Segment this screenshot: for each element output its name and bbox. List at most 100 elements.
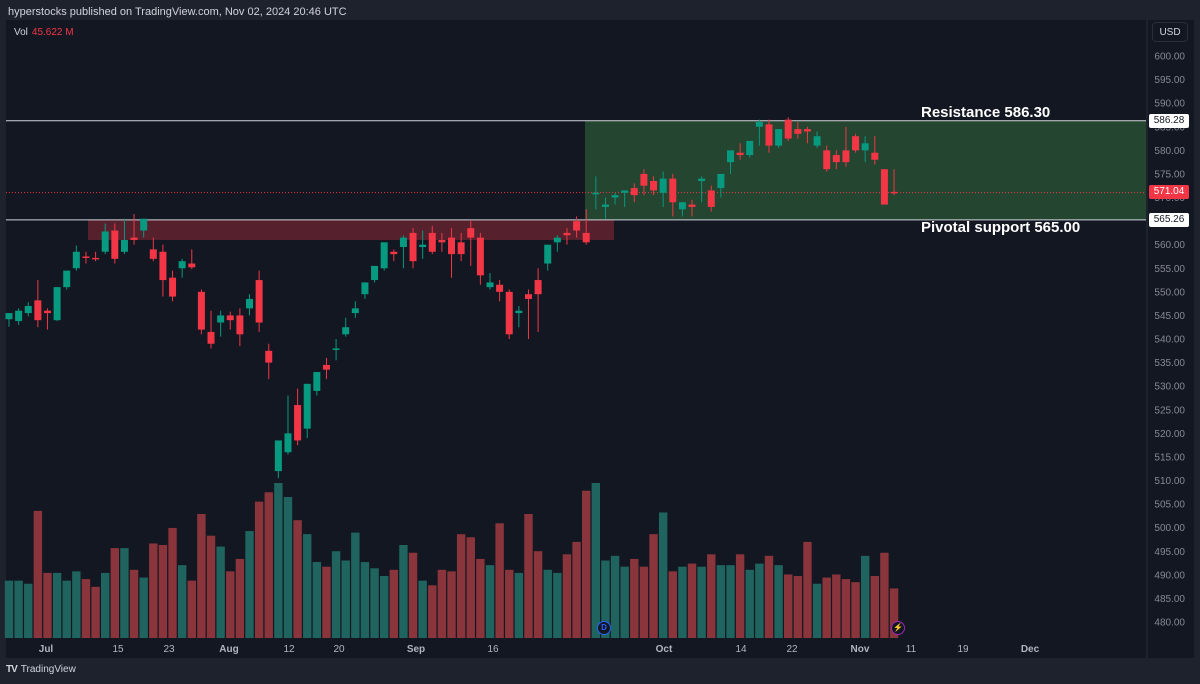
candle-body <box>226 315 234 321</box>
volume-bar <box>726 565 735 638</box>
earnings-lightning-icon[interactable]: ⚡ <box>891 621 905 635</box>
volume-bar <box>177 565 187 638</box>
candle-body <box>534 280 542 295</box>
volume-bar <box>379 576 389 638</box>
candle-body <box>111 230 119 259</box>
candle-body <box>727 150 734 163</box>
candle-body <box>803 129 811 132</box>
candle-body <box>678 202 686 210</box>
axis-separator <box>1146 20 1148 658</box>
candle-body <box>746 140 754 156</box>
candle-body <box>486 282 494 288</box>
candle-body <box>409 232 417 262</box>
support-price-tag: 565.26 <box>1149 213 1189 227</box>
candle-body <box>794 129 802 134</box>
volume-bar <box>755 563 764 638</box>
candle-body <box>640 173 648 186</box>
currency-button[interactable]: USD <box>1152 22 1188 42</box>
candle-body <box>784 119 792 139</box>
price-tick-label: 505.00 <box>1154 500 1185 511</box>
volume-bar <box>264 492 273 638</box>
volume-label: Vol <box>14 27 28 38</box>
price-tick-label: 520.00 <box>1154 429 1185 440</box>
price-tick-label: 540.00 <box>1154 335 1185 346</box>
time-tick-label: Oct <box>656 644 673 655</box>
candle-body <box>611 195 619 198</box>
candle-body <box>707 190 715 207</box>
time-tick-label: 16 <box>487 644 499 655</box>
candle-body <box>303 383 311 429</box>
price-tick-label: 545.00 <box>1154 311 1185 322</box>
volume-value: 45.622 M <box>31 27 74 38</box>
volume-bar <box>158 545 168 638</box>
candle-body <box>197 291 205 330</box>
candle-body <box>544 244 552 264</box>
candle-body <box>332 348 340 350</box>
volume-bar <box>283 496 293 638</box>
candle-body <box>342 327 350 335</box>
volume-bar <box>620 566 629 638</box>
volume-bar <box>533 551 543 638</box>
volume-bar <box>428 585 437 638</box>
candle-body <box>880 169 888 205</box>
candle-body <box>149 249 157 259</box>
price-tick-label: 560.00 <box>1154 240 1185 251</box>
candle-body <box>322 364 330 370</box>
time-tick-label: 19 <box>957 644 969 655</box>
candle-body <box>813 136 821 146</box>
price-tick-label: 525.00 <box>1154 405 1185 416</box>
volume-bar <box>774 565 783 638</box>
volume-bar <box>293 520 302 638</box>
candle-body <box>265 350 273 363</box>
volume-bar <box>610 555 620 638</box>
volume-bar <box>389 569 398 638</box>
volume-bar <box>447 571 456 638</box>
volume-bar <box>139 577 148 638</box>
tradingview-logo[interactable]: TV TradingView <box>6 664 76 675</box>
candle-body <box>178 261 186 269</box>
volume-bar <box>4 580 14 638</box>
volume-bar <box>91 586 100 638</box>
volume-bar <box>707 554 716 638</box>
candle-body <box>43 310 51 314</box>
time-tick-label: 23 <box>163 644 175 655</box>
volume-bar <box>226 571 235 638</box>
candle-body <box>563 232 571 236</box>
price-tick-label: 555.00 <box>1154 264 1185 275</box>
candle-body <box>592 192 600 195</box>
volume-bar <box>524 514 533 638</box>
volume-bar <box>418 580 427 638</box>
candle-body <box>852 136 860 151</box>
volume-bar <box>254 501 264 638</box>
volume-bar <box>716 565 726 638</box>
candle-body <box>842 150 850 163</box>
volume-bar <box>456 534 466 638</box>
candle-body <box>467 228 475 238</box>
time-tick-label: 20 <box>333 644 345 655</box>
time-tick-label: Aug <box>219 644 238 655</box>
candle-body <box>736 152 744 156</box>
candle-body <box>5 313 13 320</box>
volume-bar <box>206 535 216 638</box>
dividend-marker-icon[interactable]: D <box>597 621 611 635</box>
volume-bar <box>476 558 485 638</box>
volume-bar <box>505 569 514 638</box>
volume-bar <box>33 510 43 638</box>
candle-body <box>650 181 658 191</box>
price-tick-label: 535.00 <box>1154 358 1185 369</box>
candle-body <box>101 231 109 252</box>
candle-body <box>765 124 773 146</box>
volume-bar <box>81 579 91 638</box>
candle-body <box>861 143 869 151</box>
volume-bar <box>678 566 687 638</box>
candle-body <box>120 239 128 252</box>
volume-bar <box>24 583 33 638</box>
brand-name: TradingView <box>20 664 76 675</box>
candle-body <box>823 150 831 170</box>
tradingview-logo-icon: TV <box>6 664 18 675</box>
volume-bar <box>466 537 475 638</box>
volume-bar <box>841 579 851 638</box>
price-tick-label: 550.00 <box>1154 287 1185 298</box>
volume-bar <box>129 569 139 638</box>
